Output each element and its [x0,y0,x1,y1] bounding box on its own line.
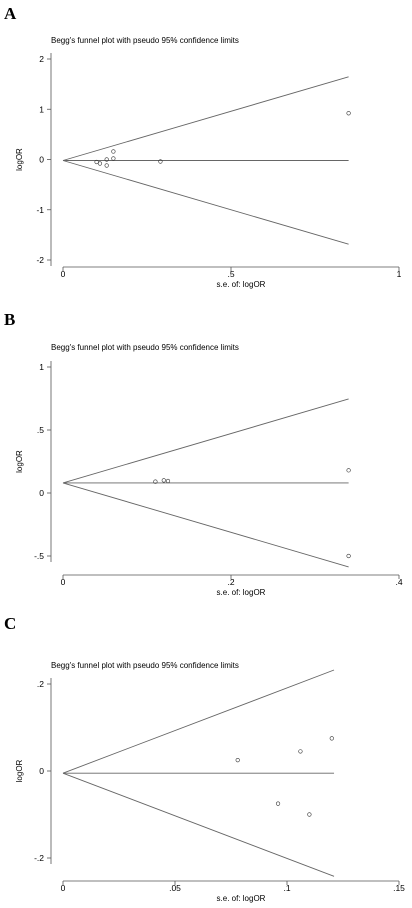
funnel-plot-c: Begg's funnel plot with pseudo 95% confi… [15,661,405,903]
panel-label: A [4,4,17,23]
y-axis-label: logOR [15,450,24,473]
y-axis-label: logOR [15,148,24,171]
lower-confidence-limit [62,160,349,245]
x-axis-label: s.e. of: logOR [217,894,266,903]
study-point [97,161,103,166]
x-tick-label: .05 [169,883,181,893]
study-point [307,812,312,817]
upper-confidence-limit [62,398,349,484]
funnel-plot-a: Begg's funnel plot with pseudo 95% confi… [15,36,402,289]
x-tick-label: .4 [395,577,402,587]
study-point [275,801,281,806]
y-tick-label: 2 [39,54,44,64]
study-point [104,157,109,162]
y-tick-label: 0 [39,155,44,165]
study-point [346,553,351,559]
panel-c: C Begg's funnel plot with pseudo 95% con… [0,600,412,908]
funnel-plot-b: Begg's funnel plot with pseudo 95% confi… [15,343,403,597]
x-axis-label: s.e. of: logOR [217,588,266,597]
panel-b: B Begg's funnel plot with pseudo 95% con… [0,300,412,600]
y-tick-label: 1 [39,362,44,372]
x-tick-label: .15 [393,883,405,893]
y-tick-label: 1 [39,104,44,114]
y-tick-label: -.5 [34,551,44,561]
study-point [153,479,158,484]
y-tick-label: 0 [39,766,44,776]
x-tick-label: 1 [397,269,402,279]
y-tick-label: .2 [37,679,44,689]
study-point [165,478,171,484]
x-tick-label: .1 [283,883,290,893]
y-tick-label: .5 [37,425,44,435]
panel-a: A Begg's funnel plot with pseudo 95% con… [0,0,412,300]
x-axis-label: s.e. of: logOR [217,280,266,289]
chart-title: Begg's funnel plot with pseudo 95% confi… [51,36,239,45]
y-tick-label: -.2 [34,853,44,863]
study-point [346,468,351,473]
x-tick-label: 0 [61,577,66,587]
x-tick-label: 0 [61,269,66,279]
y-axis-label: logOR [15,759,24,782]
upper-confidence-limit [62,76,349,161]
chart-title: Begg's funnel plot with pseudo 95% confi… [51,343,239,352]
study-point [94,159,99,165]
study-point [329,736,334,741]
study-point [111,156,116,161]
study-point [346,111,351,116]
chart-title: Begg's funnel plot with pseudo 95% confi… [51,661,239,670]
upper-confidence-limit [62,669,335,774]
y-tick-label: 0 [39,488,44,498]
study-point [158,159,163,164]
panel-label: B [4,310,16,329]
panel-label: C [4,614,17,633]
lower-confidence-limit [62,772,335,877]
x-tick-label: .5 [227,269,234,279]
study-point [111,149,116,154]
y-tick-label: -2 [36,255,44,265]
study-point [298,749,303,754]
lower-confidence-limit [62,482,349,568]
study-point [161,478,166,483]
x-tick-label: 0 [61,883,66,893]
x-tick-label: .2 [227,577,234,587]
y-tick-label: -1 [36,205,44,215]
study-point [235,758,240,763]
study-point [104,163,109,168]
